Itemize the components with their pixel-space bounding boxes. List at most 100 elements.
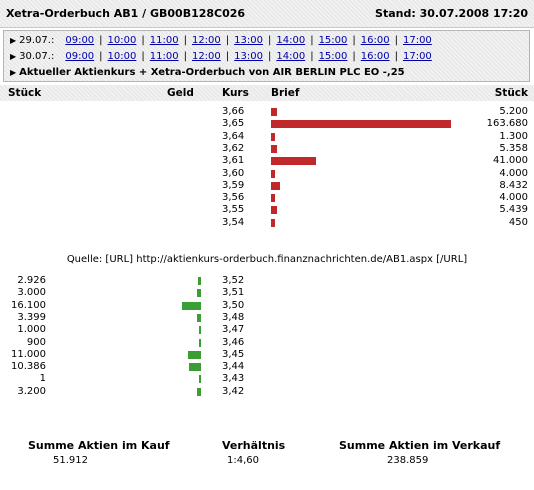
bid-row: 11.000 3,45 [0, 349, 534, 361]
time-link[interactable]: 15:00 [318, 50, 348, 62]
ask-bar [271, 132, 275, 141]
summary-kauf-label: Summe Aktien im Kauf [28, 439, 170, 452]
bid-bar [199, 326, 201, 335]
time-link[interactable]: 17:00 [402, 34, 432, 46]
ask-row: 3,62 5.358 [0, 143, 534, 155]
ask-row: 3,66 5.200 [0, 106, 534, 118]
bid-bar [188, 350, 201, 359]
ask-price: 3,65 [222, 118, 245, 130]
bid-quantity: 16.100 [11, 299, 46, 311]
column-geld: Geld [167, 87, 194, 99]
ask-price: 3,62 [222, 142, 245, 154]
ask-quantity: 5.358 [499, 142, 528, 154]
ask-bar [271, 108, 277, 116]
time-row-date: 29.07.: [19, 34, 55, 46]
column-stueck-left: Stück [8, 87, 42, 99]
time-row-date: 30.07.: [19, 50, 55, 62]
bid-price: 3,51 [222, 287, 245, 299]
ask-quantity: 8.432 [499, 179, 528, 191]
time-link[interactable]: 17:00 [402, 50, 432, 62]
ask-price: 3,61 [222, 155, 245, 167]
column-stueck-right: Stück [494, 87, 528, 99]
info-row: ▶ Aktueller Aktienkurs + Xetra-Orderbuch… [4, 64, 529, 80]
time-link[interactable]: 13:00 [234, 34, 263, 46]
time-link[interactable]: 10:00 [107, 50, 137, 62]
bid-quantity: 3.399 [17, 311, 46, 323]
summary-ratio-label: Verhältnis [222, 439, 286, 452]
ask-quantity: 4.000 [499, 192, 528, 204]
ask-bar [271, 144, 277, 153]
orderbook-header: Stück Geld Kurs Brief Stück [0, 85, 534, 101]
bid-price: 3,42 [222, 385, 245, 397]
ask-quantity: 163.680 [486, 118, 528, 130]
ask-quantity: 1.300 [499, 130, 528, 142]
bid-quantity: 3.000 [17, 287, 46, 299]
bid-row: 16.100 3,50 [0, 300, 534, 312]
ask-price: 3,55 [222, 204, 245, 216]
title-bar: Xetra-Orderbuch AB1 / GB00B128C026 Stand… [0, 0, 534, 28]
ask-bar [271, 169, 275, 178]
bid-quantity: 1.000 [17, 324, 46, 336]
time-link[interactable]: 12:00 [191, 34, 221, 46]
bid-bar [197, 313, 201, 322]
time-link[interactable]: 15:00 [318, 34, 348, 46]
ask-price: 3,66 [222, 106, 245, 117]
bid-row: 3.200 3,42 [0, 386, 534, 398]
bid-price: 3,45 [222, 348, 245, 360]
ask-price: 3,64 [222, 130, 245, 142]
time-link[interactable]: 12:00 [191, 50, 221, 62]
bid-price: 3,46 [222, 336, 245, 348]
bid-bar [197, 387, 201, 396]
time-link[interactable]: 14:00 [276, 34, 306, 46]
time-link[interactable]: 11:00 [149, 34, 179, 46]
bid-price: 3,47 [222, 324, 245, 336]
bid-price: 3,43 [222, 373, 245, 385]
bid-quantity: 1 [39, 373, 46, 385]
ask-quantity: 450 [508, 216, 528, 228]
bid-row: 1.000 3,47 [0, 324, 534, 336]
bid-row: 2.926 3,52 [0, 275, 534, 287]
bid-price: 3,50 [222, 299, 245, 311]
triangle-right-icon: ▶ [10, 51, 17, 61]
bid-price: 3,44 [222, 361, 245, 373]
stand-timestamp: Stand: 30.07.2008 17:20 [375, 7, 528, 20]
ask-bar [271, 218, 275, 227]
bid-row: 3.399 3,48 [0, 312, 534, 324]
bid-price: 3,48 [222, 311, 245, 323]
ask-quantity: 5.439 [499, 204, 528, 216]
time-link[interactable]: 16:00 [360, 34, 390, 46]
time-link[interactable]: 09:00 [65, 50, 95, 62]
ask-row: 3,60 4.000 [0, 168, 534, 180]
ask-row: 3,59 8.432 [0, 180, 534, 192]
time-link[interactable]: 09:00 [65, 34, 95, 46]
time-link[interactable]: 14:00 [276, 50, 306, 62]
bid-row: 10.386 3,44 [0, 361, 534, 373]
ask-price: 3,59 [222, 179, 245, 191]
bid-quantity: 10.386 [11, 361, 46, 373]
time-link[interactable]: 11:00 [149, 50, 179, 62]
time-link[interactable]: 10:00 [107, 34, 137, 46]
time-row-2: ▶ 30.07.: 09:00 | 10:00 | 11:00 | 12:00 | 13… [10, 50, 432, 62]
info-text: Aktueller Aktienkurs + Xetra-Orderbuch v… [19, 67, 405, 78]
ask-row: 3,55 5.439 [0, 204, 534, 216]
bid-bar [199, 338, 201, 347]
ask-bar [271, 194, 275, 203]
bid-row: 3.000 3,51 [0, 287, 534, 299]
triangle-right-icon: ▶ [10, 35, 17, 45]
ask-row: 3,54 450 [0, 217, 534, 229]
ask-row: 3,65 163.680 [0, 118, 534, 130]
summary-verkauf-label: Summe Aktien im Verkauf [339, 439, 501, 452]
column-kurs: Kurs [222, 87, 249, 99]
time-link[interactable]: 16:00 [360, 50, 390, 62]
summary-kauf-value: 51.912 [53, 455, 88, 466]
ask-row: 3,61 41.000 [0, 155, 534, 167]
time-link[interactable]: 13:00 [234, 50, 263, 62]
bid-quantity: 3.200 [17, 385, 46, 397]
ask-price: 3,56 [222, 192, 245, 204]
bid-bar [189, 363, 201, 372]
ask-price: 3,60 [222, 167, 245, 179]
summary-verkauf-value: 238.859 [387, 455, 429, 466]
ask-quantity: 4.000 [499, 167, 528, 179]
summary-ratio-value: 1:4,60 [227, 455, 259, 466]
ask-bar [271, 157, 316, 166]
